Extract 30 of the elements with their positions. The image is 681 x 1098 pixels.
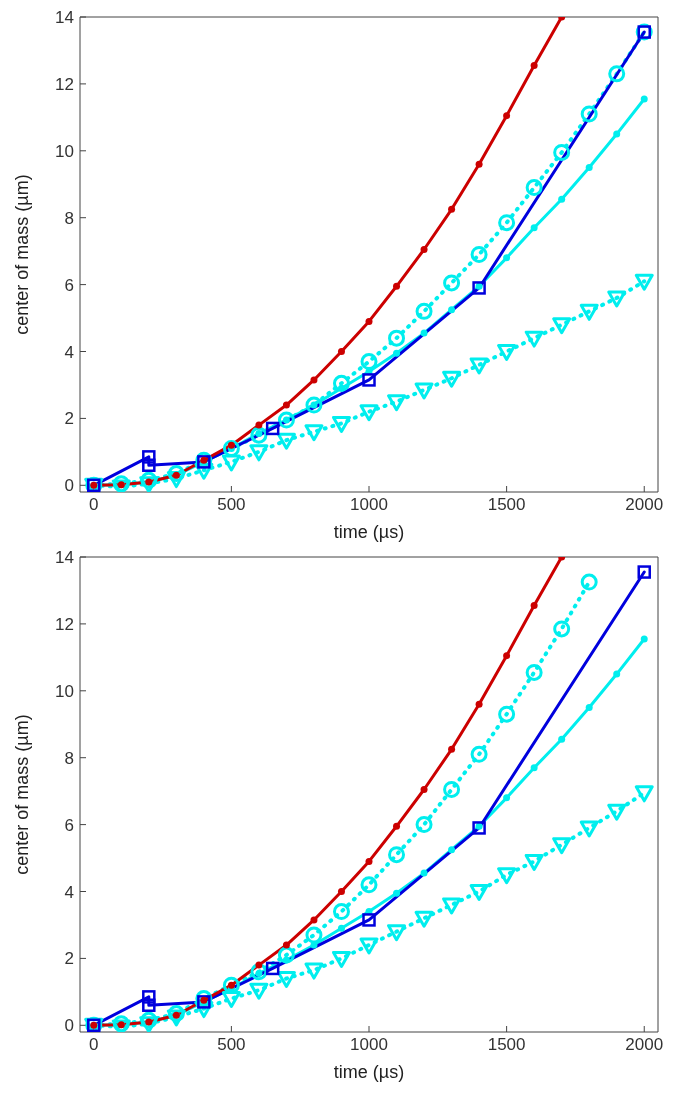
y-tick-label: 8 xyxy=(64,748,74,768)
y-tick-label: 10 xyxy=(55,681,74,701)
x-tick-label: 1000 xyxy=(350,1035,388,1055)
x-tick-label: 2000 xyxy=(625,1035,664,1055)
x-tick-label: 500 xyxy=(217,495,246,515)
y-axis-title: center of mass (µm) xyxy=(12,174,33,335)
y-tick-label: 4 xyxy=(64,342,74,362)
y-tick-label: 2 xyxy=(64,409,74,429)
x-tick-label: 500 xyxy=(217,1035,246,1055)
y-tick-label: 10 xyxy=(55,141,74,161)
y-tick-label: 0 xyxy=(64,476,74,496)
y-tick-label: 6 xyxy=(64,275,74,295)
y-tick-label: 12 xyxy=(55,614,74,634)
y-tick-label: 0 xyxy=(64,1016,74,1036)
x-axis-title: time (µs) xyxy=(333,1062,405,1082)
y-axis-title: center of mass (µm) xyxy=(12,714,33,875)
y-tick-label: 12 xyxy=(55,74,74,94)
x-tick-label: 2000 xyxy=(625,495,664,515)
x-tick-label: 1000 xyxy=(350,495,388,515)
x-tick-label: 0 xyxy=(89,1035,99,1055)
y-tick-label: 4 xyxy=(64,882,74,902)
x-tick-label: 0 xyxy=(89,495,99,515)
y-tick-label: 14 xyxy=(55,8,74,28)
x-tick-label: 1500 xyxy=(487,1035,526,1055)
y-tick-label: 14 xyxy=(55,548,74,568)
y-tick-label: 2 xyxy=(64,949,74,969)
x-axis-title: time (µs) xyxy=(333,522,405,542)
y-tick-label: 8 xyxy=(64,208,74,228)
y-tick-label: 6 xyxy=(64,815,74,835)
x-tick-label: 1500 xyxy=(487,495,526,515)
